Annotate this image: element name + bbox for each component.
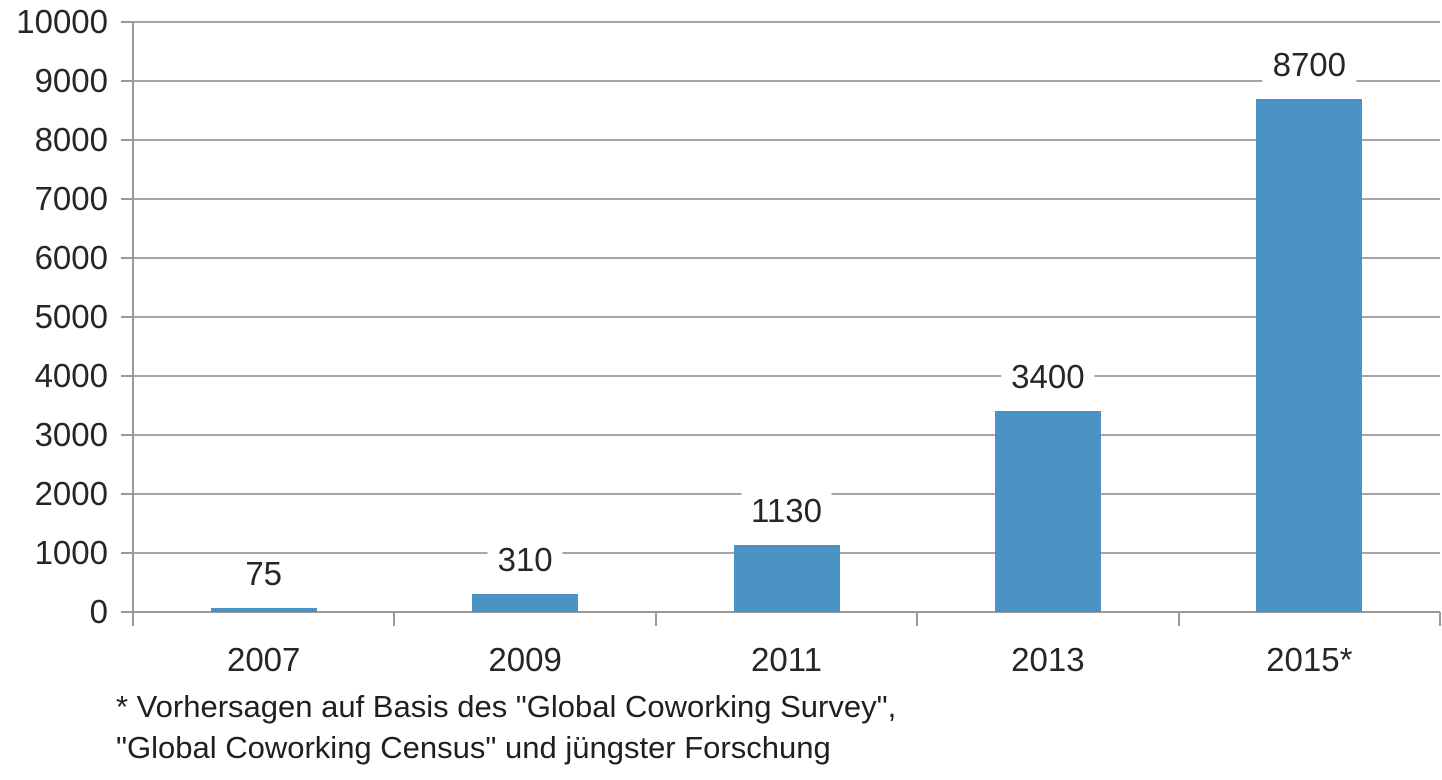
footnote-line-2: "Global Coworking Census" und jüngster F… bbox=[116, 730, 831, 765]
y-axis-tick-label: 9000 bbox=[34, 62, 108, 99]
x-axis-tick-label: 2015* bbox=[1266, 641, 1353, 678]
gridline bbox=[133, 21, 1440, 23]
bar-value-label: 3400 bbox=[1001, 359, 1095, 396]
x-axis-tick bbox=[393, 612, 396, 626]
y-axis-tick-label: 8000 bbox=[34, 121, 108, 158]
y-axis-tick bbox=[121, 21, 133, 23]
bar-2007 bbox=[210, 607, 317, 612]
y-axis-tick bbox=[121, 198, 133, 200]
gridline bbox=[133, 139, 1440, 141]
gridline bbox=[133, 375, 1440, 377]
bar-value-label: 75 bbox=[235, 555, 293, 592]
y-axis-tick bbox=[121, 375, 133, 377]
y-axis-tick-label: 1000 bbox=[34, 534, 108, 571]
y-axis-tick bbox=[121, 316, 133, 318]
y-axis-tick-label: 4000 bbox=[34, 357, 108, 394]
gridline bbox=[133, 257, 1440, 259]
x-axis-tick bbox=[654, 612, 657, 626]
y-axis-tick-label: 0 bbox=[89, 593, 108, 630]
x-axis-tick bbox=[1439, 612, 1441, 626]
y-axis-tick-label: 5000 bbox=[34, 298, 108, 335]
x-axis-tick-label: 2009 bbox=[488, 641, 562, 678]
y-axis-tick-label: 10000 bbox=[16, 3, 108, 40]
bar-value-label: 310 bbox=[487, 541, 563, 578]
x-axis-tick bbox=[132, 612, 134, 626]
x-axis-tick-label: 2013 bbox=[1011, 641, 1085, 678]
chart-footnote: * Vorhersagen auf Basis des "Global Cowo… bbox=[116, 686, 896, 768]
x-axis-tick bbox=[916, 612, 919, 626]
x-axis-tick-label: 2007 bbox=[226, 641, 301, 678]
y-axis-tick-label: 7000 bbox=[34, 180, 108, 217]
y-axis-tick bbox=[121, 552, 133, 554]
bar-value-label: 1130 bbox=[741, 493, 832, 530]
gridline bbox=[133, 80, 1440, 82]
bar-2009 bbox=[472, 593, 579, 612]
x-axis-line bbox=[121, 611, 1440, 613]
footnote-line-1: * Vorhersagen auf Basis des "Global Cowo… bbox=[116, 689, 897, 724]
y-axis-tick bbox=[121, 493, 133, 495]
bar-2013 bbox=[994, 411, 1101, 612]
bar-value-label: 8700 bbox=[1262, 46, 1357, 83]
y-axis-tick bbox=[121, 434, 133, 436]
gridline bbox=[133, 316, 1440, 318]
x-axis-tick bbox=[1177, 612, 1180, 626]
y-axis-tick-label: 2000 bbox=[34, 475, 108, 512]
y-axis-tick-label: 6000 bbox=[34, 239, 108, 276]
y-axis-tick bbox=[121, 80, 133, 82]
y-axis-tick bbox=[121, 139, 133, 141]
gridline bbox=[133, 198, 1440, 200]
y-axis-tick-label: 3000 bbox=[34, 416, 108, 453]
gridline bbox=[133, 434, 1440, 436]
y-axis-tick bbox=[121, 257, 133, 259]
y-axis-line bbox=[132, 22, 134, 626]
bar-2015* bbox=[1256, 98, 1363, 612]
x-axis-tick-label: 2011 bbox=[751, 641, 822, 678]
bar-2011 bbox=[733, 545, 840, 612]
